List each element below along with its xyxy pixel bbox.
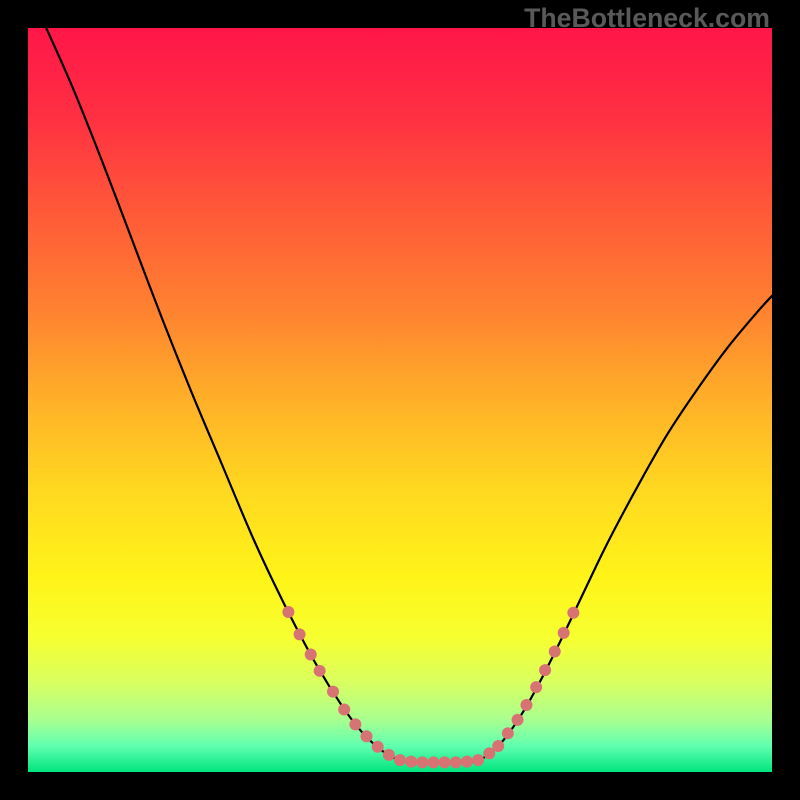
data-marker (472, 754, 484, 766)
data-marker (512, 714, 524, 726)
data-marker (461, 756, 473, 768)
watermark-text: TheBottleneck.com (524, 3, 770, 34)
data-marker (405, 756, 417, 768)
data-marker (361, 730, 373, 742)
data-marker (327, 686, 339, 698)
data-marker (492, 740, 504, 752)
chart-frame: TheBottleneck.com (0, 0, 800, 800)
data-marker (502, 727, 514, 739)
bottleneck-chart (0, 0, 800, 800)
data-marker (372, 741, 384, 753)
data-marker (520, 699, 532, 711)
data-marker (439, 756, 451, 768)
data-marker (314, 665, 326, 677)
data-marker (549, 645, 561, 657)
data-marker (282, 606, 294, 618)
data-marker (567, 607, 579, 619)
data-marker (450, 756, 462, 768)
data-marker (539, 664, 551, 676)
data-marker (416, 756, 428, 768)
data-marker (294, 628, 306, 640)
data-marker (394, 754, 406, 766)
data-marker (427, 756, 439, 768)
data-marker (530, 681, 542, 693)
data-marker (383, 749, 395, 761)
data-marker (305, 648, 317, 660)
data-marker (338, 704, 350, 716)
data-marker (349, 718, 361, 730)
data-marker (558, 627, 570, 639)
